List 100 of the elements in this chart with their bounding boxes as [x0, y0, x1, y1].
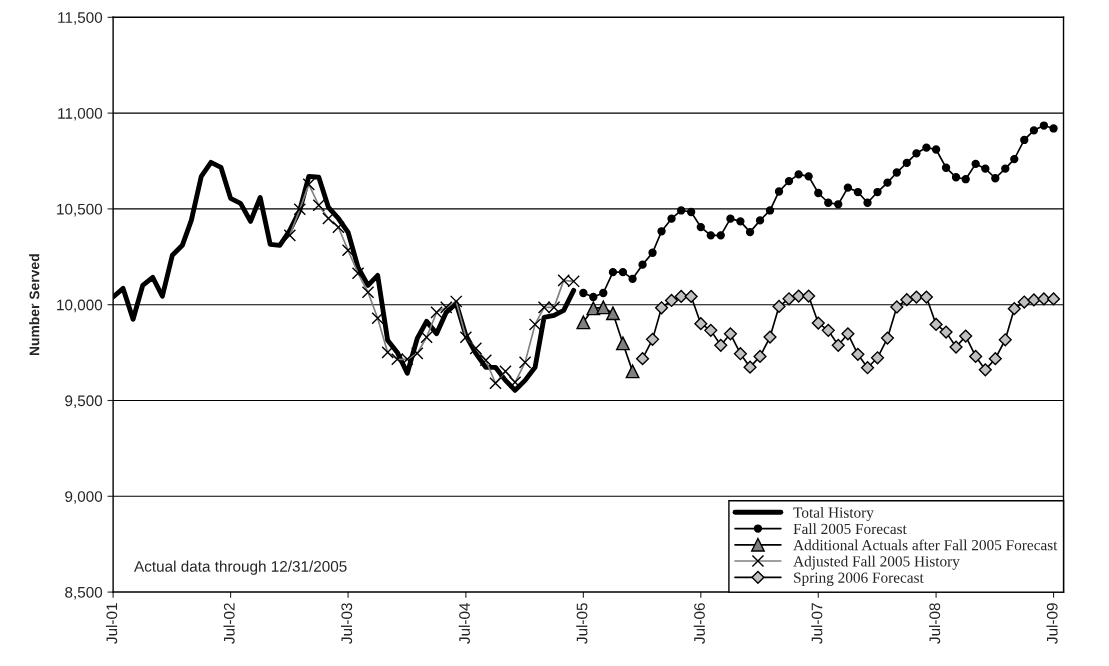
x-tick-label: Jul-08 — [928, 603, 941, 644]
point — [890, 300, 904, 314]
point — [1039, 121, 1049, 130]
y-tick-label: 11,000 — [58, 107, 103, 121]
point — [772, 299, 786, 314]
point — [726, 214, 735, 223]
annotation: Actual data through 12/31/2005 — [134, 560, 347, 575]
y-tick-label: 9,000 — [65, 491, 103, 504]
point — [902, 158, 911, 168]
point — [961, 175, 970, 184]
point — [589, 292, 598, 302]
point — [654, 301, 669, 315]
point — [765, 206, 775, 215]
point — [821, 323, 835, 337]
point — [941, 163, 951, 172]
point — [909, 290, 924, 304]
y-tick-label: 10,500 — [57, 203, 103, 217]
point — [929, 317, 943, 332]
legend-label: Fall 2005 Forecast — [793, 523, 907, 535]
point — [1020, 135, 1029, 145]
point — [449, 295, 463, 308]
point — [919, 290, 934, 304]
point — [714, 338, 728, 352]
legend-label: Spring 2006 Forecast — [794, 572, 924, 586]
point — [694, 317, 708, 331]
point — [880, 331, 895, 345]
point — [1046, 292, 1061, 306]
point — [625, 364, 640, 379]
point — [686, 207, 696, 217]
point — [1017, 295, 1031, 309]
point — [755, 216, 765, 225]
point — [922, 143, 931, 152]
point — [831, 338, 845, 352]
point — [824, 198, 833, 207]
point — [900, 293, 914, 307]
y-axis-title: Number Served — [29, 254, 40, 356]
point — [959, 329, 973, 343]
point — [696, 222, 705, 232]
point — [628, 274, 637, 283]
point — [1049, 124, 1058, 133]
point — [736, 217, 745, 226]
point — [794, 170, 803, 179]
point — [853, 187, 863, 197]
point — [684, 289, 698, 304]
point — [814, 188, 823, 198]
legend-label: Additional Actuals after Fall 2005 Forecast — [793, 539, 1058, 551]
point — [863, 198, 872, 207]
x-tick-label: Jul-09 — [1046, 603, 1058, 644]
point — [834, 200, 843, 209]
point — [860, 361, 875, 375]
point — [706, 231, 715, 240]
point — [802, 289, 816, 303]
point — [978, 363, 992, 377]
x-tick-label: Jul-07 — [811, 603, 823, 644]
point — [912, 149, 921, 158]
x-tick-label: Jul-05 — [576, 603, 588, 644]
point — [648, 248, 657, 257]
point — [576, 315, 591, 330]
x-tick-label: Jul-03 — [340, 603, 353, 644]
point — [774, 187, 784, 196]
point — [988, 352, 1002, 366]
point — [811, 316, 825, 330]
x-tick-label: Jul-04 — [458, 602, 470, 644]
point — [723, 327, 738, 341]
y-tick-label: 9,500 — [65, 395, 103, 408]
point — [745, 227, 755, 237]
point — [949, 340, 963, 354]
point — [608, 267, 618, 277]
point — [843, 183, 853, 192]
point — [851, 347, 865, 361]
y-tick-label: 11,500 — [58, 12, 103, 25]
point — [870, 351, 885, 365]
point — [664, 293, 679, 308]
point — [599, 288, 608, 298]
point — [784, 176, 794, 186]
point — [939, 325, 953, 339]
point — [1001, 164, 1010, 173]
point — [1007, 302, 1021, 316]
point — [674, 289, 688, 304]
point — [763, 330, 777, 344]
point — [657, 227, 666, 236]
point — [892, 168, 901, 177]
point — [586, 301, 601, 316]
point — [1010, 154, 1019, 164]
point — [969, 349, 983, 364]
point — [804, 172, 813, 181]
x-tick-label: Jul-02 — [223, 603, 235, 644]
legend-label: Total History — [793, 507, 874, 521]
point — [991, 174, 1000, 183]
point — [606, 306, 620, 321]
legend-label: Adjusted Fall 2005 History — [793, 555, 960, 570]
point — [883, 178, 892, 187]
point — [841, 327, 855, 341]
point — [579, 288, 588, 298]
point — [293, 203, 307, 216]
point — [743, 360, 757, 374]
x-tick-label: Jul-06 — [693, 603, 705, 644]
point — [792, 289, 806, 303]
point — [873, 187, 882, 197]
point — [667, 214, 676, 223]
